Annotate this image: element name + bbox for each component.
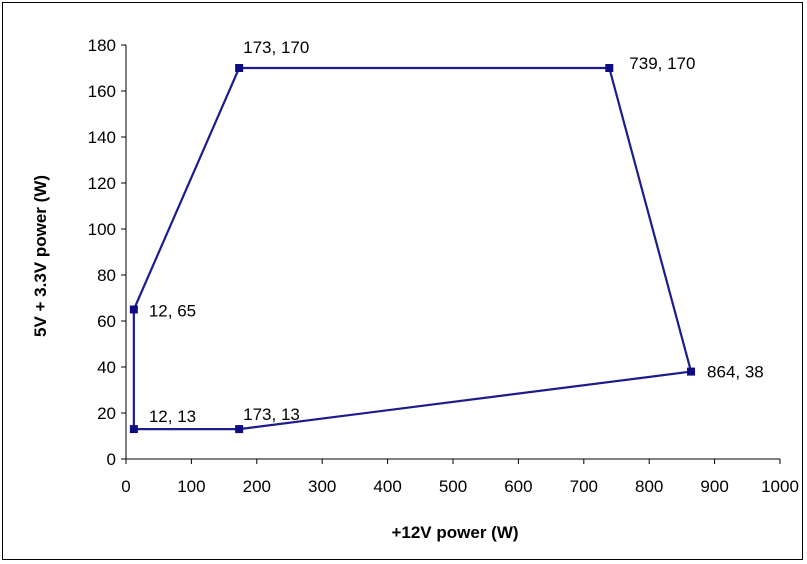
data-point-marker bbox=[235, 64, 244, 72]
data-label: 173, 13 bbox=[243, 405, 300, 424]
data-label: 864, 38 bbox=[707, 363, 764, 382]
axes: 0 20 40 60 80 100 120 140 160 180 0 100 200 300 400 500… bbox=[88, 36, 799, 496]
x-tick-label: 700 bbox=[570, 477, 598, 496]
data-point-marker bbox=[129, 305, 138, 314]
y-tick-label: 180 bbox=[88, 36, 116, 55]
y-tick-label: 20 bbox=[97, 404, 116, 423]
y-tick-label: 0 bbox=[107, 450, 116, 469]
y-tick-label: 160 bbox=[88, 82, 116, 101]
x-axis-title: +12V power (W) bbox=[391, 523, 518, 542]
data-label: 173, 170 bbox=[243, 38, 309, 57]
x-tick-label: 500 bbox=[439, 477, 467, 496]
data-label: 12, 13 bbox=[149, 407, 196, 426]
plot-area: 12, 13 12, 65 173, 170 739, 170 864, 38 173, … bbox=[129, 38, 764, 434]
x-tick-label: 100 bbox=[177, 477, 205, 496]
data-point-marker bbox=[687, 367, 696, 376]
x-tick-label: 400 bbox=[373, 477, 401, 496]
x-tick-label: 200 bbox=[243, 477, 271, 496]
x-tick-label: 600 bbox=[504, 477, 532, 496]
data-point-marker bbox=[235, 425, 244, 434]
y-tick-label: 120 bbox=[88, 174, 116, 193]
x-tick-label: 800 bbox=[635, 477, 663, 496]
x-tick-label: 300 bbox=[308, 477, 336, 496]
series-line bbox=[132, 66, 693, 431]
data-point-marker bbox=[129, 425, 138, 434]
x-tick-label: 0 bbox=[121, 477, 130, 496]
y-tick-label: 80 bbox=[97, 266, 116, 285]
data-label: 739, 170 bbox=[629, 54, 695, 73]
x-tick-label: 900 bbox=[700, 477, 728, 496]
data-point-marker bbox=[605, 64, 614, 72]
y-tick-label: 140 bbox=[88, 128, 116, 147]
data-label: 12, 65 bbox=[149, 302, 196, 321]
y-tick-label: 60 bbox=[97, 312, 116, 331]
x-tick-label: 1000 bbox=[761, 477, 799, 496]
y-tick-label: 40 bbox=[97, 358, 116, 377]
y-axis-title: 5V + 3.3V power (W) bbox=[31, 175, 50, 337]
y-tick-label: 100 bbox=[88, 220, 116, 239]
